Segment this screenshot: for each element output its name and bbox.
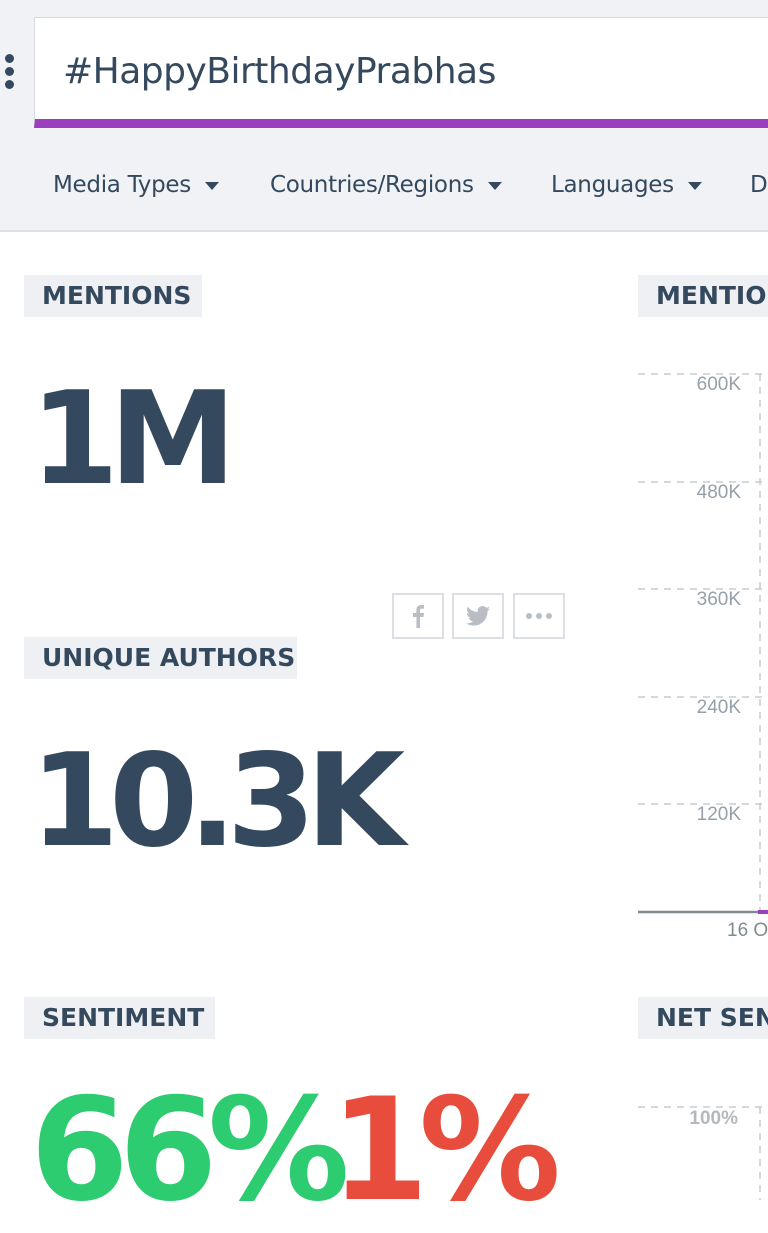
mentions-value: 1M xyxy=(30,365,236,514)
filter-label: Media Types xyxy=(53,172,191,198)
filter-bar: Media Types Countries/Regions Languages … xyxy=(0,170,768,206)
facebook-icon xyxy=(413,605,424,628)
mentions-label: MENTIONS xyxy=(24,275,202,317)
mentions-chart-label: MENTION xyxy=(638,275,768,317)
filter-media-types[interactable]: Media Types xyxy=(53,172,219,198)
y-tick-label: 240K xyxy=(697,697,742,718)
mentions-chart: 600K 480K 360K 240K 120K 16 O xyxy=(638,373,768,941)
top-bar: Media Types Countries/Regions Languages … xyxy=(0,0,768,232)
y-tick-label: 100% xyxy=(689,1108,738,1129)
unique-authors-label: UNIQUE AUTHORS xyxy=(24,637,297,679)
x-tick-label: 16 O xyxy=(727,920,768,941)
filter-truncated[interactable]: D xyxy=(750,172,768,198)
more-icon xyxy=(526,613,552,619)
sentiment-label: SENTIMENT xyxy=(24,997,215,1039)
y-tick-label: 480K xyxy=(697,482,742,503)
unique-authors-value: 10.3K xyxy=(30,727,405,876)
search-input[interactable] xyxy=(61,50,765,93)
caret-down-icon xyxy=(487,181,502,190)
filter-languages[interactable]: Languages xyxy=(551,172,702,198)
caret-down-icon xyxy=(687,181,702,190)
y-tick-label: 120K xyxy=(697,804,742,825)
filter-label: Languages xyxy=(551,172,674,198)
filter-countries-regions[interactable]: Countries/Regions xyxy=(270,172,502,198)
y-tick-label: 360K xyxy=(697,589,742,610)
filter-label: D xyxy=(750,172,768,198)
twitter-icon xyxy=(466,606,490,626)
facebook-share-button[interactable] xyxy=(392,593,444,639)
twitter-share-button[interactable] xyxy=(452,593,504,639)
kebab-menu-icon[interactable] xyxy=(4,54,18,94)
sentiment-negative-value: 1% xyxy=(330,1068,561,1233)
search-box[interactable] xyxy=(34,17,768,128)
more-share-button[interactable] xyxy=(513,593,565,639)
y-tick-label: 600K xyxy=(697,374,742,395)
net-sentiment-label: NET SEN xyxy=(638,997,768,1039)
net-sentiment-chart: 100% xyxy=(638,1106,768,1200)
sentiment-positive-value: 66% xyxy=(30,1068,350,1233)
caret-down-icon xyxy=(204,181,219,190)
filter-label: Countries/Regions xyxy=(270,172,474,198)
